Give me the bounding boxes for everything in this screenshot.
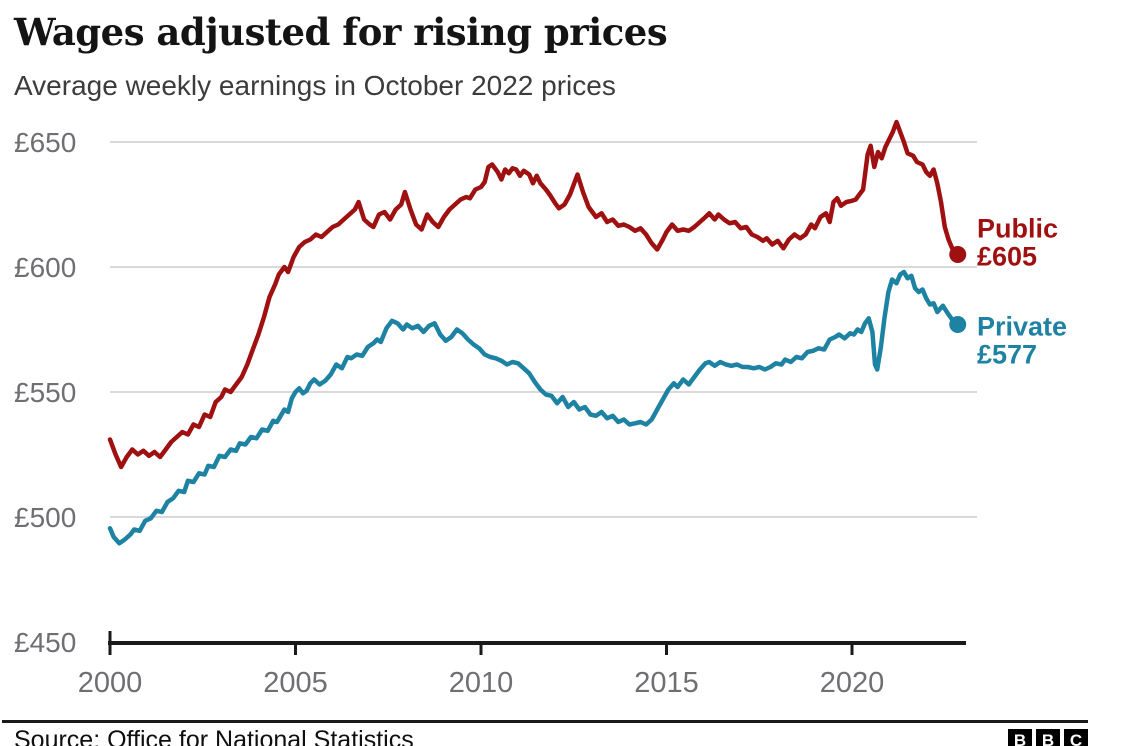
series-line-private <box>107 269 960 546</box>
x-axis-tick-label: 2015 <box>634 667 699 699</box>
y-axis-tick-label: £650 <box>14 127 76 158</box>
x-axis-tick-label: 2000 <box>78 667 143 699</box>
series-end-dot-public <box>949 246 967 263</box>
chart-title: Wages adjusted for rising prices <box>14 10 668 54</box>
series-label-private: Private <box>977 312 1067 342</box>
y-axis-tick-label: £450 <box>14 627 76 658</box>
x-axis-tick-label: 2020 <box>820 667 885 699</box>
x-axis-tick-label: 2005 <box>263 667 328 699</box>
y-axis-tick-label: £550 <box>14 377 76 408</box>
source-caption: Source: Office for National Statistics <box>14 726 414 746</box>
bbc-logo-block-b2: B <box>1036 729 1060 746</box>
series-label-public: Public <box>977 214 1058 244</box>
y-axis-tick-label: £500 <box>14 502 76 533</box>
bbc-logo-block-c: C <box>1064 729 1088 746</box>
bbc-logo: B B C <box>1008 729 1088 746</box>
series-line-public <box>107 119 960 470</box>
series-end-dot-private <box>949 316 967 333</box>
y-axis-tick-label: £600 <box>14 252 76 283</box>
series-value-label-private: £577 <box>977 340 1037 370</box>
bbc-logo-block-b1: B <box>1008 729 1032 746</box>
footer-divider <box>2 720 1088 723</box>
chart-subtitle: Average weekly earnings in October 2022 … <box>14 70 616 101</box>
x-axis-tick-label: 2010 <box>449 667 514 699</box>
series-value-label-public: £605 <box>977 242 1037 272</box>
